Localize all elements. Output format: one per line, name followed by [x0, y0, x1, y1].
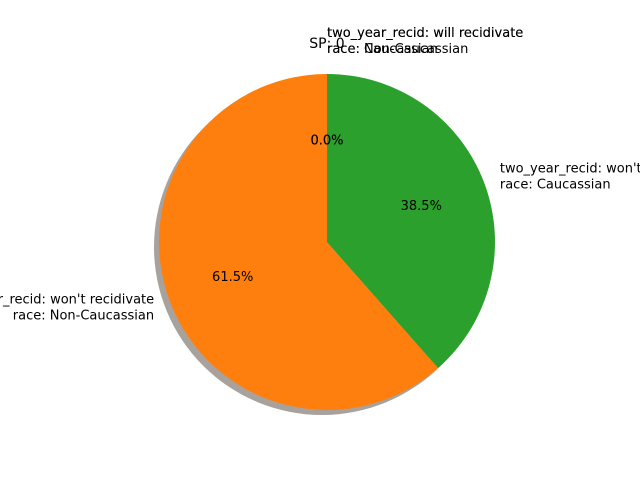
- pie-category-label-line: race: Caucassian: [500, 178, 611, 193]
- pie-slice-2: [159, 74, 439, 410]
- pie-category-label-0: two_year_recid: will recidivate race: Cau…: [327, 26, 523, 57]
- pie-percent-label-3: 38.5%: [401, 199, 442, 214]
- pie-category-label-line: race: Non-Caucassian: [327, 42, 468, 57]
- pie-percent-label-0: 0.0%: [310, 134, 343, 149]
- pie-category-label-line: two_year_recid: will recidivate: [327, 26, 523, 41]
- pie-slices: [159, 74, 495, 410]
- pie-labels: two_year_recid: will recidivate race: Cau…: [0, 26, 640, 323]
- chart-title: SP: 0: [309, 36, 344, 52]
- pie-category-label-line: race: Caucassian: [327, 42, 438, 57]
- pie-percent-label-1: 0.0%: [310, 134, 343, 149]
- pie-category-label-line: two_year_recid: won't recidivate: [0, 292, 154, 307]
- pie-slice-3: [327, 74, 495, 369]
- pie-category-label-1: two_year_recid: will recidivate race: Non…: [327, 26, 523, 57]
- pie-category-label-line: race: Non-Caucassian: [13, 308, 154, 323]
- pie-percent-labels: 0.0%0.0%61.5%38.5%: [212, 134, 442, 285]
- pie-percent-label-2: 61.5%: [212, 270, 253, 285]
- pie-category-label-line: two_year_recid: will recidivate: [327, 26, 523, 41]
- pie-category-label-line: two_year_recid: won't recidivate: [500, 162, 640, 177]
